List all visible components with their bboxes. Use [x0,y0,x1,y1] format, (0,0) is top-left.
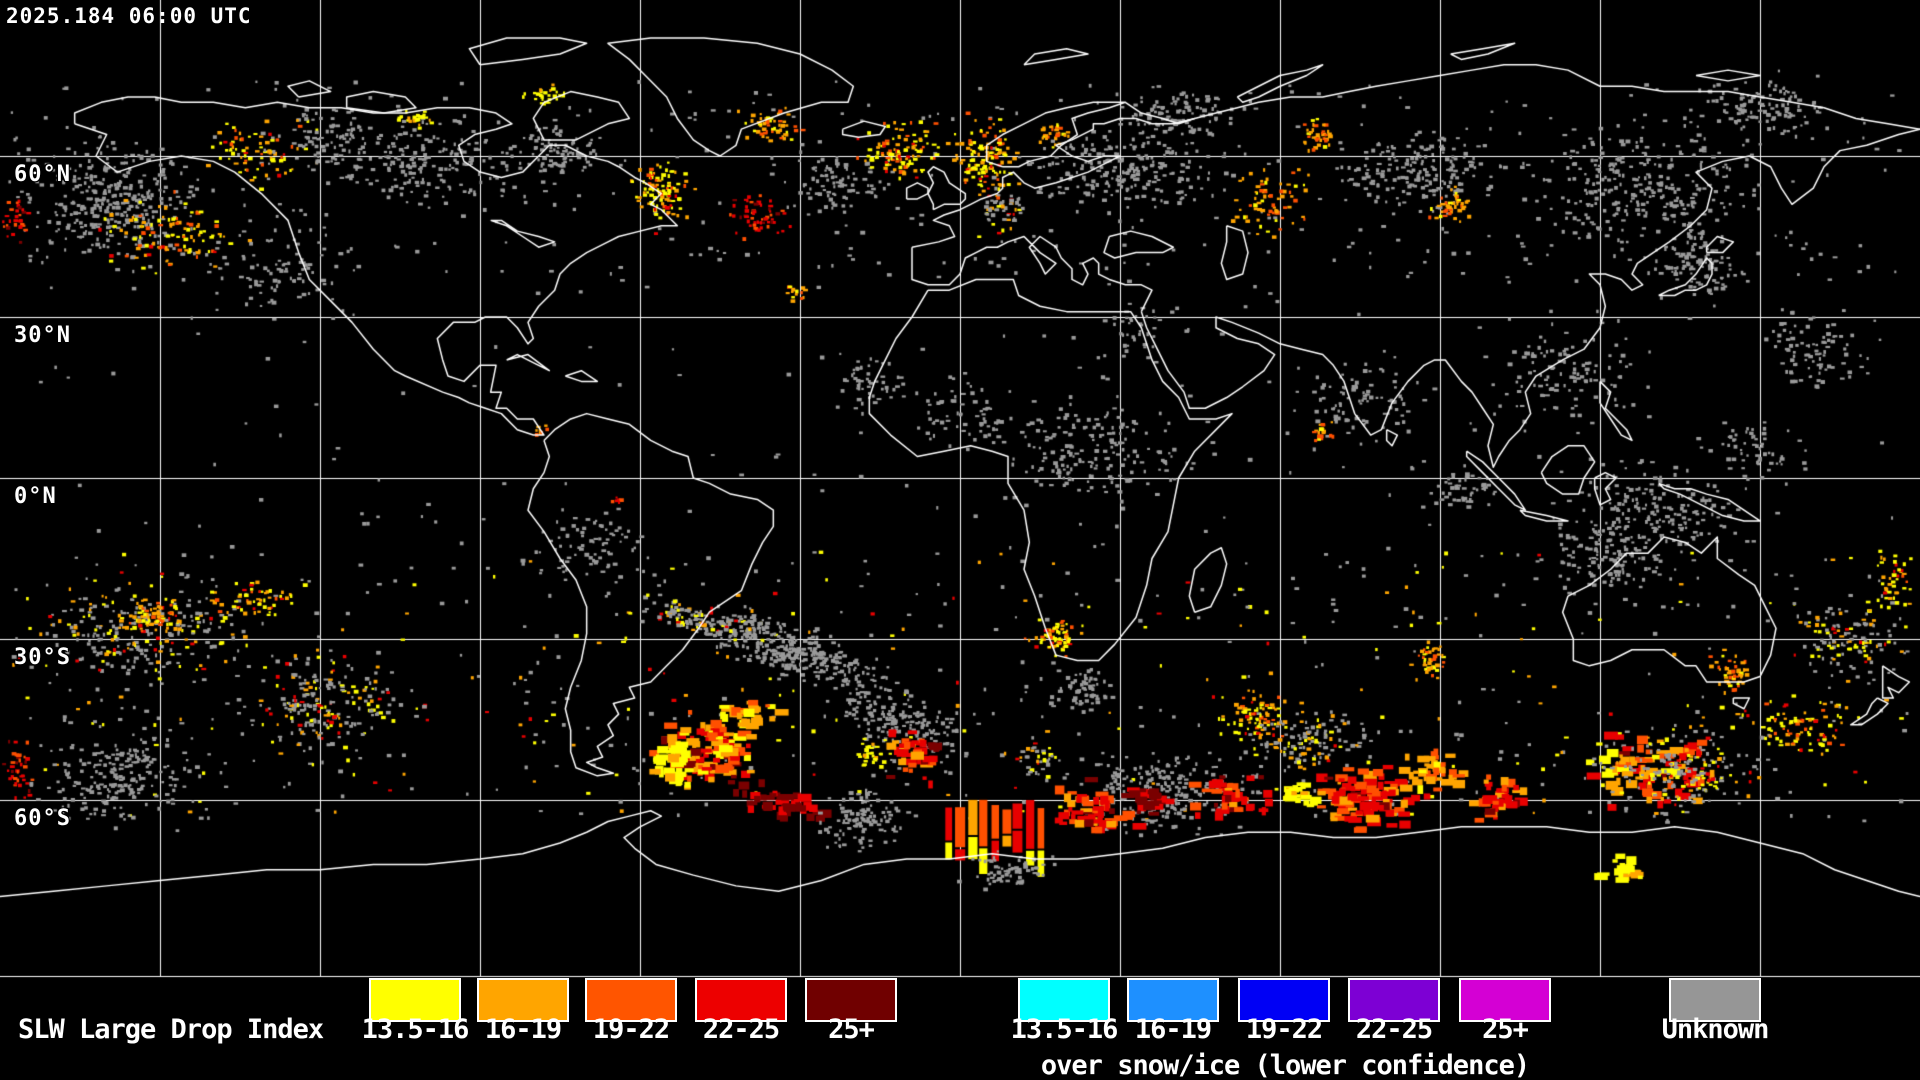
legend-swatch-slw-13-5-16 [369,978,461,1022]
legend-label-unknown-Unknown: Unknown [1661,1014,1770,1045]
legend-label-snow-ice-25-: 25+ [1482,1014,1529,1045]
legend-label-snow-ice-19-22: 19-22 [1245,1014,1323,1045]
legend-swatch-snow-ice-25- [1459,978,1551,1022]
lat-label-30N: 30°N [14,323,71,348]
legend-swatch-snow-ice-22-25 [1348,978,1440,1022]
legend-swatch-slw-19-22 [585,978,677,1022]
legend-label-slw-16-19: 16-19 [484,1014,562,1045]
legend-label-slw-19-22: 19-22 [592,1014,670,1045]
legend-swatch-snow-ice-13-5-16 [1018,978,1110,1022]
legend-swatch-snow-ice-19-22 [1238,978,1330,1022]
legend-label-snow-ice-16-19: 16-19 [1134,1014,1212,1045]
legend-label-slw-13-5-16: 13.5-16 [361,1014,470,1045]
legend-label-snow-ice-22-25: 22-25 [1355,1014,1433,1045]
legend-swatch-snow-ice-16-19 [1127,978,1219,1022]
timestamp: 2025.184 06:00 UTC [6,4,252,28]
lat-label-60S: 60°S [14,806,71,831]
legend-label-snow-ice-13-5-16: 13.5-16 [1010,1014,1119,1045]
lat-label-60N: 60°N [14,162,71,187]
legend-swatch-unknown-Unknown [1669,978,1761,1022]
lat-label-30S: 30°S [14,645,71,670]
legend-title: SLW Large Drop Index [18,1014,324,1045]
lat-label-0N: 0°N [14,484,57,509]
legend-label-slw-25-: 25+ [828,1014,875,1045]
legend-swatch-slw-16-19 [477,978,569,1022]
legend-swatch-slw-25- [805,978,897,1022]
legend-label-slw-22-25: 22-25 [702,1014,780,1045]
legend-snowice-caption: over snow/ice (lower confidence) [1040,1050,1530,1080]
legend-swatch-slw-22-25 [695,978,787,1022]
